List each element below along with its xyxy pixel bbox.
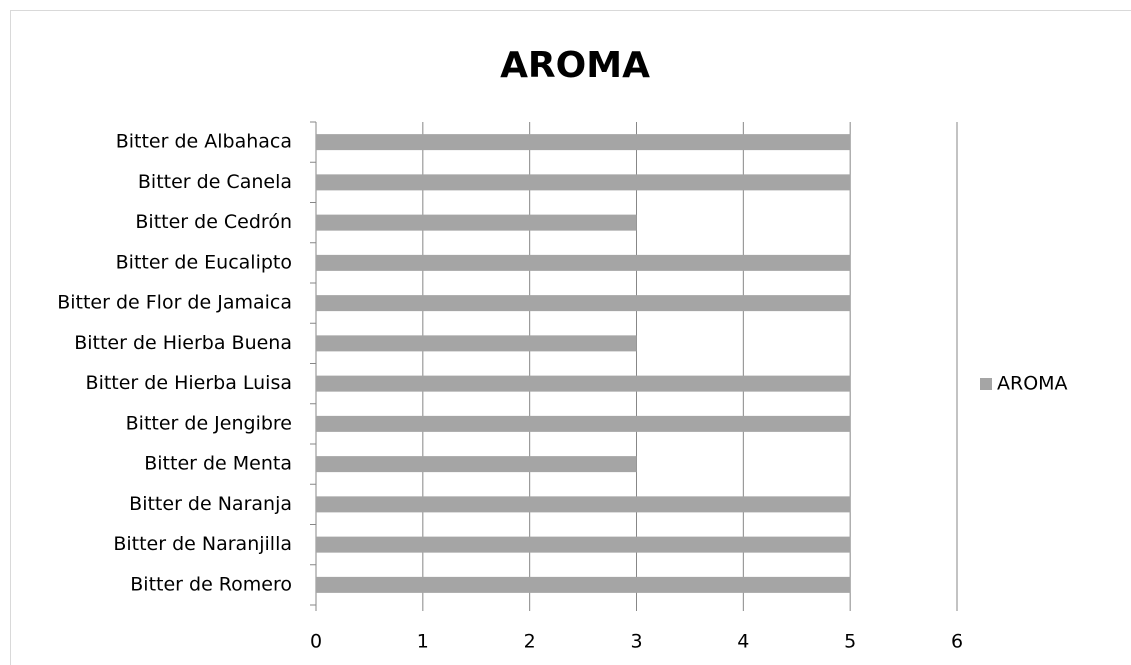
x-tick-label: 5 — [844, 631, 856, 653]
bar — [316, 214, 637, 231]
bar — [316, 335, 637, 352]
chart-border — [10, 10, 1131, 665]
x-tick-label: 6 — [951, 631, 963, 653]
bar — [316, 254, 851, 271]
bar — [316, 536, 851, 553]
x-tick-label: 1 — [417, 631, 429, 653]
y-tick-label: Bitter de Cedrón — [135, 211, 292, 233]
bar — [316, 295, 851, 312]
y-tick-label: Bitter de Menta — [144, 453, 292, 475]
y-tick-label: Bitter de Canela — [138, 171, 292, 193]
y-tick-label: Bitter de Romero — [130, 573, 292, 595]
y-tick-label: Bitter de Eucalipto — [116, 251, 292, 273]
legend-swatch — [980, 378, 992, 390]
x-tick-label: 0 — [310, 631, 322, 653]
bar — [316, 496, 851, 513]
y-tick-label: Bitter de Naranjilla — [113, 533, 292, 555]
y-tick-label: Bitter de Albahaca — [116, 131, 292, 153]
chart-title: AROMA — [500, 45, 650, 86]
y-tick-label: Bitter de Jengibre — [126, 412, 292, 434]
x-tick-label: 2 — [524, 631, 536, 653]
y-tick-label: Bitter de Hierba Luisa — [86, 372, 292, 394]
bar — [316, 375, 851, 392]
bar — [316, 456, 637, 473]
y-tick-label: Bitter de Naranja — [129, 493, 292, 515]
y-tick-label: Bitter de Flor de Jamaica — [57, 292, 292, 314]
bar — [316, 134, 851, 151]
x-tick-label: 4 — [737, 631, 749, 653]
x-tick-label: 3 — [630, 631, 642, 653]
y-tick-label: Bitter de Hierba Buena — [74, 332, 292, 354]
bar — [316, 174, 851, 191]
bar — [316, 576, 851, 593]
legend-label: AROMA — [997, 373, 1068, 395]
bar — [316, 415, 851, 432]
